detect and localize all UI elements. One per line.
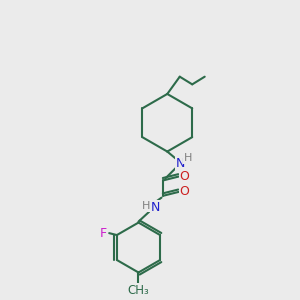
Text: O: O xyxy=(180,185,190,198)
Text: CH₃: CH₃ xyxy=(128,284,149,297)
Text: H: H xyxy=(142,201,150,211)
Text: O: O xyxy=(180,170,190,183)
Text: F: F xyxy=(100,226,107,240)
Text: N: N xyxy=(151,201,160,214)
Text: N: N xyxy=(176,157,185,169)
Text: H: H xyxy=(184,153,193,163)
